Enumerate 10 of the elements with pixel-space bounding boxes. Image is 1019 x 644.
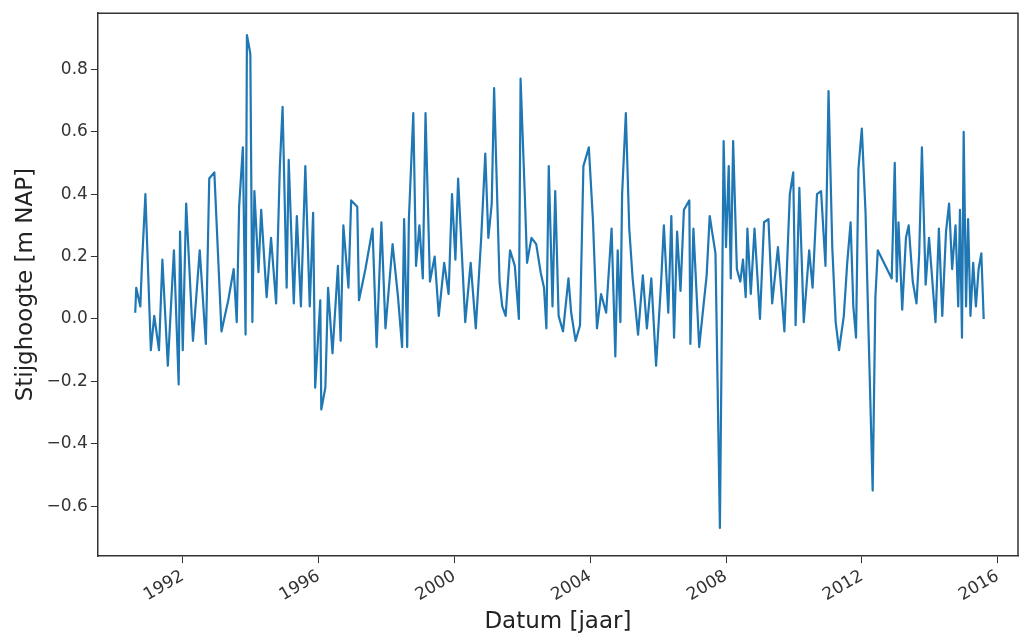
y-tick-label: 0.4: [60, 182, 88, 203]
y-tick-label: −0.6: [46, 494, 88, 515]
y-tick-label: −0.4: [46, 432, 88, 453]
y-tick-label: −0.2: [46, 369, 88, 390]
x-axis-title: Datum [jaar]: [484, 607, 632, 634]
y-axis-title: Stijghoogte [m NAP]: [10, 168, 37, 402]
y-tick-label: 0.0: [60, 307, 88, 328]
y-tick-label: 0.6: [60, 120, 88, 141]
y-tick-label: 0.8: [60, 57, 88, 78]
y-tick-label: 0.2: [60, 244, 88, 265]
